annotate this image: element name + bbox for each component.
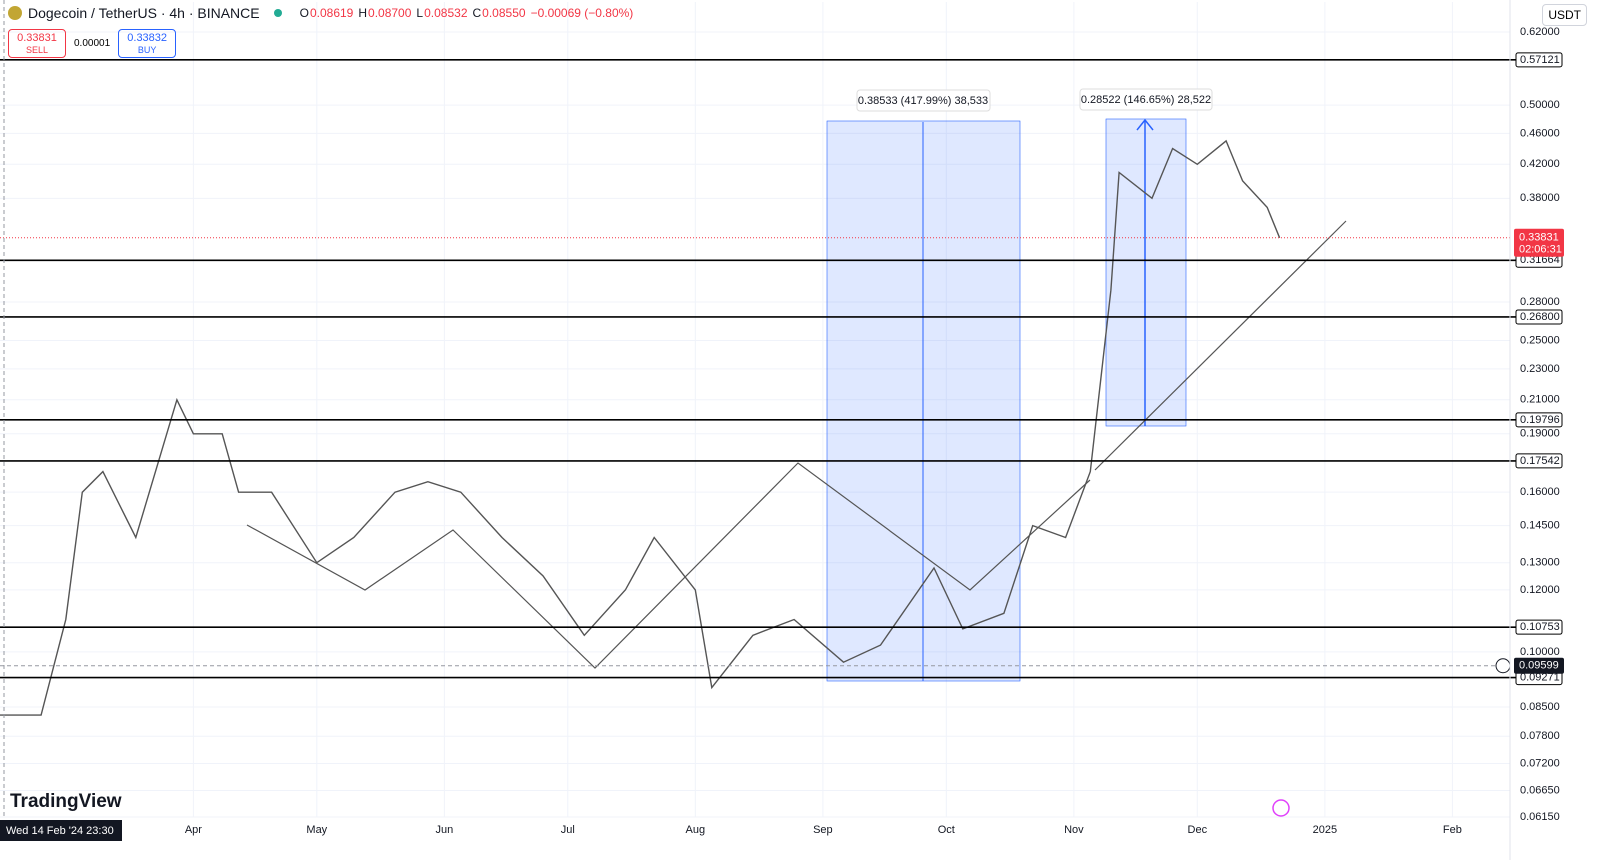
y-tick-label: 0.06150 xyxy=(1520,811,1560,823)
level-label: 0.57121 xyxy=(1520,54,1560,66)
ohlc-key: C xyxy=(472,6,482,20)
y-tick-label: 0.13000 xyxy=(1520,557,1560,569)
y-tick-label: 0.10000 xyxy=(1520,646,1560,658)
y-tick-label: 0.06650 xyxy=(1520,784,1560,796)
crosshair-time-label: Wed 14 Feb '24 23:30 xyxy=(6,825,114,837)
x-tick-label: Jul xyxy=(561,824,575,836)
zigzag xyxy=(246,462,1091,669)
y-tick-label: 0.07200 xyxy=(1520,757,1560,769)
ohlc-value: 0.08619 xyxy=(309,6,354,20)
ohlc-key: L xyxy=(416,6,424,20)
sell-label: SELL xyxy=(25,44,49,55)
ohlc: O 0.08619 H 0.08700 L 0.08532 C 0.08550 −0.00069… xyxy=(300,6,638,20)
x-tick-label: Dec xyxy=(1188,824,1208,836)
lightning-icon xyxy=(1272,799,1290,817)
symbol[interactable]: Dogecoin / TetherUS · 4h · BINANCE xyxy=(28,5,260,21)
crosshair-price-label: 0.09599 xyxy=(1519,660,1559,672)
level-tag xyxy=(1515,52,1563,68)
measurement: 0.38533 (417.99%) 38,533 xyxy=(826,89,1021,682)
y-tick-label: 0.62000 xyxy=(1520,26,1560,38)
currency-select[interactable]: USDT xyxy=(1542,4,1587,26)
y-tick-label: 0.38000 xyxy=(1520,192,1560,204)
level-label: 0.17542 xyxy=(1520,455,1560,467)
measure-label: 0.38533 (417.99%) 38,533 xyxy=(858,95,988,107)
y-tick-label: 0.19000 xyxy=(1520,428,1560,440)
y-tick-label: 0.14500 xyxy=(1520,520,1560,532)
measure-label-bg xyxy=(1079,88,1213,111)
spread: 0.00001 xyxy=(74,38,111,49)
price-axis xyxy=(1510,0,1599,860)
measure-label: 0.28522 (146.65%) 28,522 xyxy=(1081,94,1211,106)
ohlc-value: 0.08700 xyxy=(368,6,412,20)
ohlc-value: 0.08550 xyxy=(482,6,526,20)
x-tick-label: Feb xyxy=(1443,824,1462,836)
sell-button[interactable]: 0.33831 SELL xyxy=(8,29,66,58)
level-label: 0.31664 xyxy=(1520,254,1560,266)
y-tick-label: 0.46000 xyxy=(1520,127,1560,139)
level-label: 0.10753 xyxy=(1520,621,1560,633)
x-tick-label: Nov xyxy=(1064,824,1084,836)
level-label: 0.09271 xyxy=(1520,671,1560,683)
x-tick-label: Sep xyxy=(813,824,833,836)
y-tick-label: 0.23000 xyxy=(1520,363,1560,375)
countdown: 02:06:31 xyxy=(1519,244,1562,256)
x-tick-label: May xyxy=(306,824,327,836)
status-dot xyxy=(273,9,282,17)
ohlc-value: 0.08532 xyxy=(424,6,468,20)
price-line xyxy=(0,139,1281,716)
sell-price: 0.33831 xyxy=(17,31,57,44)
add-alert[interactable] xyxy=(1495,658,1511,674)
buy-price: 0.33832 xyxy=(127,31,168,44)
buy-label: BUY xyxy=(137,44,157,55)
ohlc-key: O xyxy=(299,6,309,20)
last-price-label: 0.33831 xyxy=(1519,232,1559,244)
crosshair-time-tag xyxy=(0,820,122,841)
y-tick-label: 0.07800 xyxy=(1520,730,1560,742)
level-tag xyxy=(1515,412,1563,428)
level-tag xyxy=(1515,453,1563,469)
measure-arrowhead xyxy=(1136,118,1154,131)
brand: TradingView xyxy=(10,791,122,812)
time-axis xyxy=(0,818,1599,860)
level-label: 0.26800 xyxy=(1520,311,1560,323)
crosshair-price-tag xyxy=(1514,657,1564,674)
x-tick-label: Jun xyxy=(435,824,453,836)
x-tick-label: Aug xyxy=(686,824,706,836)
level-label: 0.19796 xyxy=(1520,414,1560,426)
level-tag xyxy=(1515,309,1563,325)
y-tick-label: 0.28000 xyxy=(1520,296,1560,308)
level-tag xyxy=(1515,619,1563,635)
measurement: 0.28522 (146.65%) 28,522 xyxy=(1079,88,1213,427)
x-tick-label: Oct xyxy=(938,824,955,836)
measure-label-bg xyxy=(856,89,991,112)
y-tick-label: 0.25000 xyxy=(1520,334,1560,346)
y-tick-label: 0.42000 xyxy=(1520,158,1560,170)
coin-icon xyxy=(8,6,22,20)
x-tick-label: Apr xyxy=(185,824,202,836)
y-tick-label: 0.08500 xyxy=(1520,701,1560,713)
y-tick-label: 0.16000 xyxy=(1520,486,1560,498)
change: −0.00069 (−0.80%) xyxy=(530,6,634,20)
ohlc-key: H xyxy=(358,6,368,20)
y-tick-label: 0.12000 xyxy=(1520,584,1560,596)
y-tick-label: 0.21000 xyxy=(1520,394,1560,406)
y-tick-label: 0.50000 xyxy=(1520,99,1560,111)
trendline xyxy=(1094,220,1347,471)
measure-box xyxy=(1105,118,1187,427)
symbol-bar: Dogecoin / TetherUS · 4h · BINANCE O 0.08… xyxy=(8,5,637,21)
last-price-tag xyxy=(1514,228,1564,257)
x-tick-label: 2025 xyxy=(1313,824,1337,836)
trade-panel: 0.33831 SELL 0.00001 0.33832 BUY xyxy=(8,29,177,58)
buy-button[interactable]: 0.33832 BUY xyxy=(118,29,177,58)
